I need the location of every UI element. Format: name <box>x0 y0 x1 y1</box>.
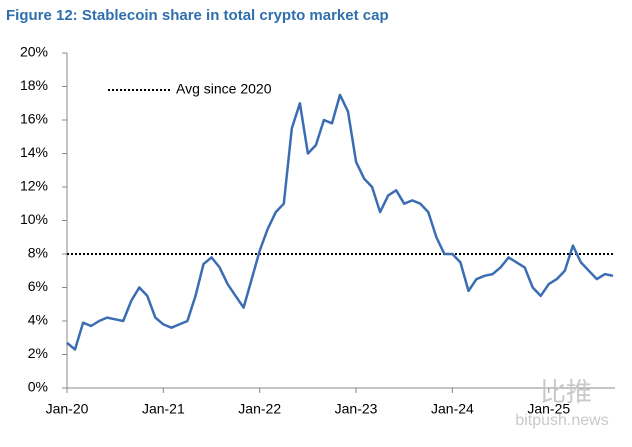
x-tick-label: Jan-20 <box>46 401 89 417</box>
x-tick-label: Jan-23 <box>335 401 378 417</box>
y-tick-label: 2% <box>28 345 48 361</box>
y-tick-label: 6% <box>28 278 48 294</box>
y-tick-label: 10% <box>20 211 48 227</box>
x-tick-label: Jan-22 <box>238 401 281 417</box>
y-tick-label: 14% <box>20 144 48 160</box>
y-tick-label: 20% <box>20 44 48 60</box>
watermark-site: bitpush.news <box>515 412 608 429</box>
y-tick-label: 4% <box>28 312 48 328</box>
y-tick-label: 0% <box>28 379 48 395</box>
y-tick-label: 16% <box>20 111 48 127</box>
y-tick-label: 18% <box>20 77 48 93</box>
x-tick-label: Jan-24 <box>431 401 474 417</box>
legend-label: Avg since 2020 <box>176 81 272 97</box>
series-line <box>66 93 614 351</box>
y-tick-label: 12% <box>20 178 48 194</box>
chart-title: Figure 12: Stablecoin share in total cry… <box>6 7 389 24</box>
y-tick-label: 8% <box>28 245 48 261</box>
x-tick-label: Jan-21 <box>142 401 185 417</box>
x-tick-label: Jan-25 <box>527 401 570 417</box>
